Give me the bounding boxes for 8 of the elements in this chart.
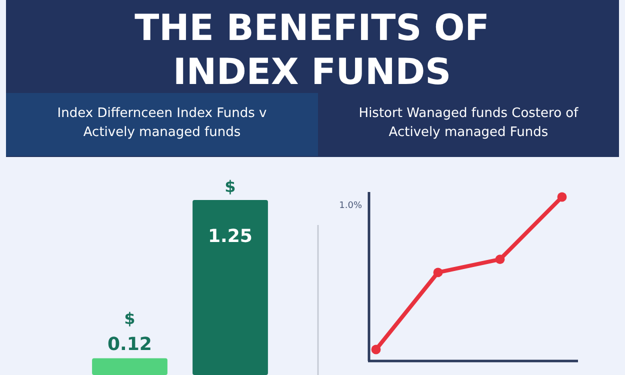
text: 1.0% [339,201,362,211]
chart-title: THE BENEFITS OF INDEX FUNDS [134,8,490,93]
text: $ [224,177,236,196]
annotation: $ [124,309,136,328]
chart-title: Histort Wanaged funds Costero of Actively managed Funds [358,106,579,140]
chart-subtitle: Index Differnceen Index Funds v Actively managed funds [57,106,267,140]
data-label: 1.25 [208,226,252,247]
data-label: 0.12 [108,334,152,356]
